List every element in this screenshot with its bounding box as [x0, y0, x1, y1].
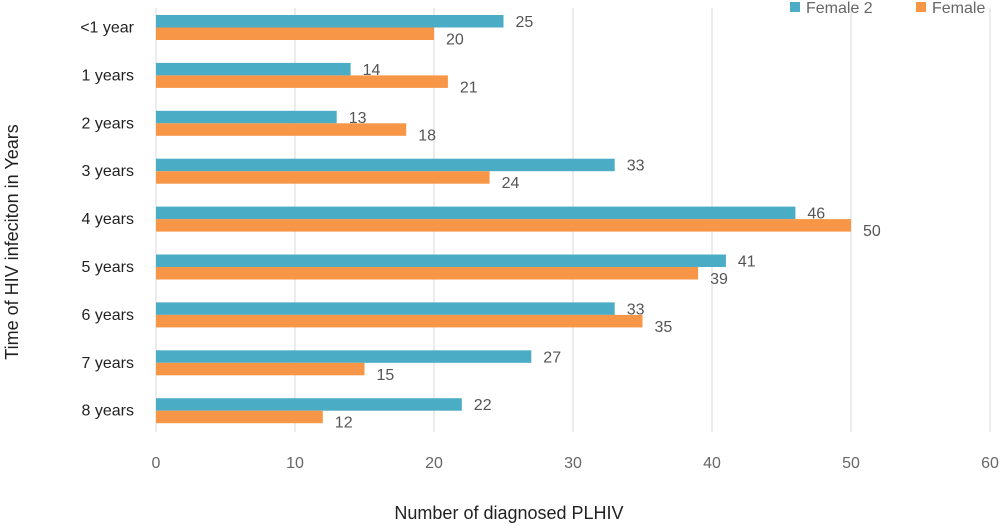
- bar: [156, 314, 643, 328]
- bar: [156, 158, 615, 172]
- data-label: 15: [377, 367, 395, 384]
- data-label: 25: [516, 14, 534, 31]
- bar: [156, 410, 323, 424]
- data-label: 27: [543, 349, 561, 366]
- category-label: 7 years: [82, 355, 134, 372]
- x-tick-label: 40: [703, 455, 721, 472]
- category-labels: <1 year 1 years 2 years 3 years 4 years 5 yea…: [80, 20, 134, 420]
- legend-label: Female: [932, 0, 985, 17]
- x-tick-label: 20: [425, 455, 443, 472]
- data-label: 46: [807, 206, 825, 223]
- bar: [156, 398, 462, 411]
- category-label: 8 years: [82, 403, 134, 420]
- x-tick-label: 30: [564, 455, 582, 472]
- x-axis-title: Number of diagnosed PLHIV: [394, 503, 623, 523]
- category-label: 4 years: [82, 211, 134, 228]
- legend-swatch: [916, 2, 926, 12]
- legend: Female 2 Female: [790, 0, 985, 17]
- category-label: 1 years: [82, 67, 134, 84]
- bar: [156, 362, 365, 376]
- y-axis-title: Time of HIV infeciton in Years: [2, 124, 22, 359]
- data-label: 22: [474, 397, 492, 414]
- category-label: 5 years: [82, 259, 134, 276]
- bar: [156, 75, 448, 88]
- bar: [156, 219, 851, 232]
- data-label: 21: [460, 79, 478, 96]
- x-tick-label: 0: [152, 455, 161, 472]
- bars: [156, 15, 851, 424]
- legend-label: Female 2: [806, 0, 873, 17]
- data-label: 35: [655, 319, 673, 336]
- data-label: 12: [335, 415, 353, 432]
- data-label: 18: [418, 127, 436, 144]
- data-label: 39: [710, 271, 728, 288]
- bar: [156, 27, 434, 40]
- bar: [156, 62, 351, 76]
- data-label: 13: [349, 110, 367, 127]
- data-labels: 25 20 14 21 13 18 33 24 46 50 41 39 33 35 27 15 22 12: [335, 14, 881, 432]
- data-label: 20: [446, 32, 464, 49]
- data-label: 50: [863, 223, 881, 240]
- x-tick-label: 60: [981, 455, 999, 472]
- x-tick-label: 50: [842, 455, 860, 472]
- bar: [156, 123, 407, 136]
- data-label: 24: [502, 175, 520, 192]
- bar: [156, 110, 337, 124]
- category-label: 6 years: [82, 307, 134, 324]
- data-label: 33: [627, 301, 645, 318]
- bar: [156, 171, 490, 184]
- x-tick-labels: 0 10 20 30 40 50 60: [152, 455, 999, 472]
- data-label: 41: [738, 254, 756, 271]
- bar: [156, 267, 699, 280]
- bar: [156, 350, 532, 363]
- data-label: 14: [363, 62, 381, 79]
- x-tick-label: 10: [286, 455, 304, 472]
- category-label: 2 years: [82, 115, 134, 132]
- data-label: 33: [627, 158, 645, 175]
- bar: [156, 206, 796, 220]
- legend-swatch: [790, 2, 800, 12]
- bar: [156, 254, 726, 267]
- bar: [156, 302, 615, 315]
- category-label: <1 year: [80, 20, 134, 37]
- category-label: 3 years: [82, 163, 134, 180]
- bar: [156, 15, 504, 28]
